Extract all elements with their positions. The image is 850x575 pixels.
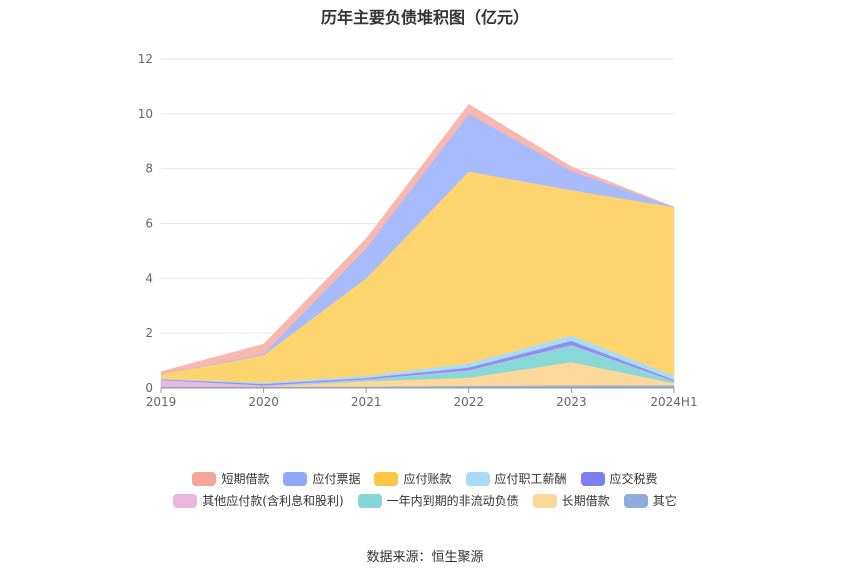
legend-label: 应交税费 xyxy=(609,472,658,486)
area-series-8 xyxy=(160,103,675,375)
legend-swatch xyxy=(465,471,490,486)
legend-item[interactable]: 应付职工薪酬 xyxy=(465,470,567,487)
legend-item[interactable]: 应付票据 xyxy=(283,470,360,487)
legend-swatch xyxy=(374,471,399,486)
legend-item[interactable]: 其它 xyxy=(623,492,677,509)
y-tick-label: 12 xyxy=(138,52,153,66)
legend-label: 应付账款 xyxy=(403,472,452,486)
y-tick-label: 10 xyxy=(138,107,153,121)
x-axis: 2019 2020 2021 2022 2023 2024H1 xyxy=(146,387,698,409)
legend-swatch xyxy=(192,471,217,486)
chart-title: 历年主要负债堆积图（亿元） xyxy=(320,8,529,27)
legend-item[interactable]: 应付账款 xyxy=(374,470,452,487)
legend-label: 长期借款 xyxy=(561,494,610,508)
legend-label: 短期借款 xyxy=(221,472,270,486)
legend-label: 应付职工薪酬 xyxy=(494,472,567,486)
legend-item[interactable]: 长期借款 xyxy=(532,492,610,509)
x-tick-label: 2021 xyxy=(351,395,382,409)
y-tick-label: 0 xyxy=(145,381,153,395)
legend-item[interactable]: 应交税费 xyxy=(580,470,658,487)
legend-item[interactable]: 短期借款 xyxy=(192,470,269,487)
legend-label: 一年内到期的非流动负债 xyxy=(386,494,519,508)
legend-swatch xyxy=(357,493,382,508)
legend-item[interactable]: 其他应付款(含利息和股利) xyxy=(173,492,344,509)
y-tick-label: 2 xyxy=(145,326,153,340)
legend-item[interactable]: 一年内到期的非流动负债 xyxy=(357,492,519,509)
stacked-area-chart: 2019 2020 2021 2022 2023 2024H1 0 2 4 6 8 10 12 xyxy=(138,52,698,409)
x-tick-label: 2023 xyxy=(556,395,587,409)
legend-swatch xyxy=(580,471,605,486)
legend-label: 其它 xyxy=(652,494,677,508)
x-tick-label: 2019 xyxy=(146,395,177,409)
legend-label: 其他应付款(含利息和股利) xyxy=(202,494,344,508)
data-source: 数据来源：恒生聚源 xyxy=(366,550,484,565)
y-tick-label: 6 xyxy=(145,217,153,231)
x-tick-label: 2022 xyxy=(454,395,485,409)
legend-row-2: 其他应付款(含利息和股利) 一年内到期的非流动负债 长期借款 其它 xyxy=(0,492,850,509)
y-tick-label: 8 xyxy=(145,162,153,176)
x-tick-label: 2020 xyxy=(248,395,279,409)
legend-swatch xyxy=(623,493,648,508)
legend-row-1: 短期借款 应付票据 应付账款 应付职工薪酬 应交税费 xyxy=(0,470,850,487)
legend-swatch xyxy=(173,493,198,508)
legend-swatch xyxy=(532,493,557,508)
x-tick-label: 2024H1 xyxy=(650,395,697,409)
legend-label: 应付票据 xyxy=(312,472,361,486)
y-tick-label: 4 xyxy=(145,271,153,285)
area-series xyxy=(160,103,675,389)
legend: 短期借款 应付票据 应付账款 应付职工薪酬 应交税费 其他应付款(含利息和股利) 一年内到… xyxy=(0,470,850,514)
y-axis: 0 2 4 6 8 10 12 xyxy=(138,52,153,395)
legend-swatch xyxy=(283,471,308,486)
